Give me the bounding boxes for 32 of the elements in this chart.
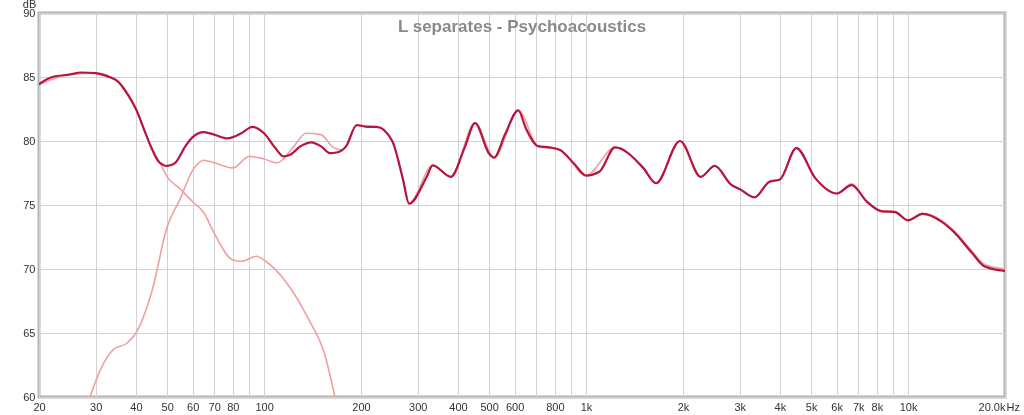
x-tick-label: 800 — [546, 400, 565, 413]
x-tick-label: 70 — [208, 400, 221, 413]
y-tick-label: 85 — [23, 70, 36, 83]
x-axis-title: Hz — [1006, 400, 1020, 413]
chart-title: L separates - Psychoacoustics — [397, 17, 647, 36]
x-tick-label: 80 — [227, 400, 240, 413]
x-tick-label: 500 — [480, 400, 499, 413]
x-tick-label: 5k — [805, 400, 818, 413]
x-tick-label: 1k — [580, 400, 593, 413]
x-tick-label: 400 — [449, 400, 468, 413]
x-tick-label: 6k — [831, 400, 844, 413]
x-tick-label: 60 — [187, 400, 200, 413]
x-tick-label: 4k — [774, 400, 787, 413]
x-tick-label: 20.0k — [978, 400, 1006, 413]
x-tick-label: 7k — [852, 400, 865, 413]
x-tick-label: 300 — [409, 400, 428, 413]
y-tick-label: 80 — [23, 134, 36, 147]
x-tick-label: 100 — [255, 400, 274, 413]
y-tick-label: 70 — [23, 262, 36, 275]
x-tick-label: 30 — [90, 400, 103, 413]
x-tick-label: 50 — [161, 400, 174, 413]
y-tick-label: 75 — [23, 198, 36, 211]
x-tick-label: 2k — [677, 400, 690, 413]
x-tick-label: 600 — [505, 400, 525, 413]
x-tick-label: 10k — [899, 400, 918, 413]
x-tick-label: 3k — [734, 400, 747, 413]
x-tick-label: 40 — [130, 400, 143, 413]
y-tick-label: 65 — [23, 326, 36, 339]
x-tick-label: 20 — [33, 400, 46, 413]
x-tick-label: 200 — [352, 400, 371, 413]
y-tick-label: 60 — [23, 390, 36, 403]
x-tick-label: 8k — [871, 400, 884, 413]
